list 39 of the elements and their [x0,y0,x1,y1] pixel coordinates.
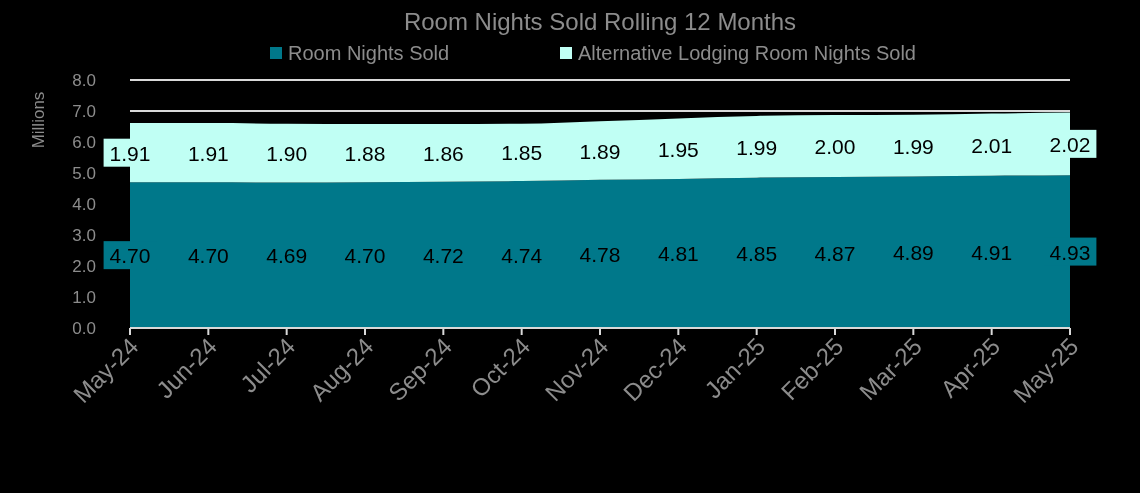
y-tick-label: 5.0 [72,164,96,183]
data-label: 1.95 [657,137,699,161]
data-label: 4.70 [344,244,386,268]
y-tick-label: 3.0 [72,226,96,245]
chart-title: Room Nights Sold Rolling 12 Months [403,8,797,35]
data-label: 1.86 [422,141,464,165]
data-label: 1.89 [579,139,621,163]
data-label: 1.88 [344,142,386,166]
y-tick-label: 2.0 [72,257,96,276]
data-label: 4.89 [892,241,934,265]
data-label: 1.91 [109,141,151,165]
data-label: 4.91 [971,240,1013,264]
y-tick-label: 6.0 [72,133,96,152]
data-label: 1.85 [501,141,543,165]
data-label: 2.02 [1049,132,1091,156]
y-tick-label: 7.0 [72,102,96,121]
data-label: 4.93 [1049,240,1091,264]
legend-label: Alternative Lodging Room Nights Sold [578,42,916,64]
data-label: 2.00 [814,135,856,159]
y-tick-label: 0.0 [72,319,96,338]
y-tick-label: 1.0 [72,288,96,307]
data-label: 1.90 [266,142,308,166]
data-label: 2.01 [971,133,1013,157]
data-label: 1.91 [187,141,229,165]
data-label: 4.87 [814,241,856,265]
data-label: 4.85 [736,241,778,265]
data-label: 1.99 [892,134,934,158]
data-label: 4.72 [422,243,464,267]
legend-label: Room Nights Sold [288,42,450,64]
data-label: 4.78 [579,242,621,266]
data-label: 4.69 [266,244,308,268]
data-label: 4.70 [109,244,151,268]
data-label: 4.70 [187,244,229,268]
y-tick-label: 4.0 [72,195,96,214]
data-label: 1.99 [736,135,778,159]
y-axis-title: Millions [29,91,48,149]
data-label: 4.81 [657,242,699,266]
y-tick-label: 8.0 [72,71,96,90]
data-label: 4.74 [501,243,543,267]
